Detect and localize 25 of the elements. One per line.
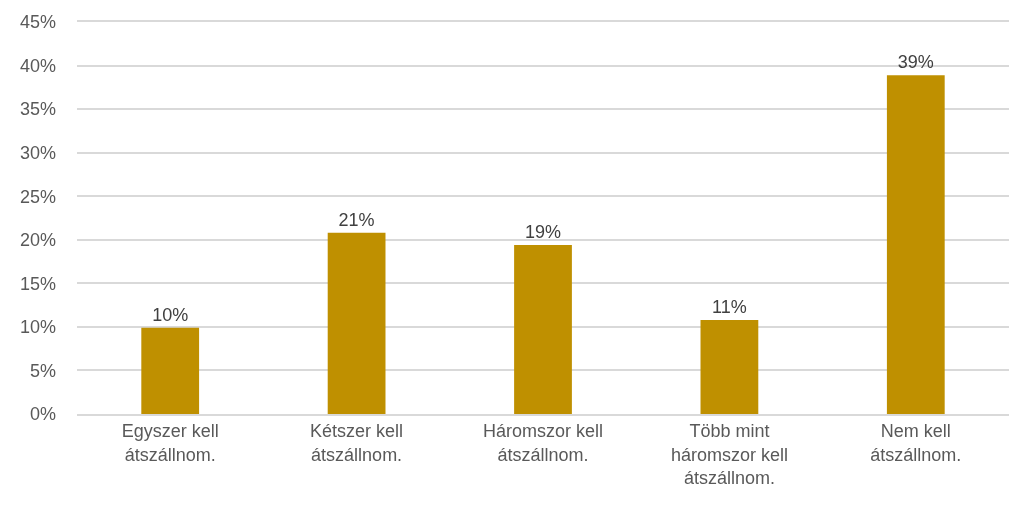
data-label: 19% — [524, 222, 562, 242]
y-tick-label: 25% — [19, 186, 56, 207]
y-tick-label: 0% — [29, 404, 56, 425]
bar — [700, 319, 759, 414]
y-tick-label: 20% — [19, 230, 56, 251]
x-tick-label: Kétszer kell átszállnom. — [310, 421, 404, 465]
x-tick-label: Egyszer kell átszállnom. — [121, 421, 219, 465]
y-tick-label: 5% — [29, 360, 56, 381]
y-tick-label: 40% — [19, 55, 56, 76]
y-tick-label: 35% — [19, 99, 56, 120]
bar — [886, 75, 945, 414]
data-label: 39% — [897, 52, 934, 73]
data-label: 11% — [712, 296, 747, 317]
bar — [141, 327, 200, 414]
x-tick-label: Nem kell átszállnom. — [870, 421, 962, 465]
bar — [327, 232, 386, 414]
y-tick-label: 45% — [19, 12, 56, 33]
y-tick-label: 15% — [19, 273, 56, 294]
x-tick-label: Háromszor kell átszállnom. — [482, 421, 604, 465]
y-tick-label: 10% — [19, 317, 56, 338]
y-tick-label: 30% — [19, 142, 56, 163]
bar — [514, 245, 572, 414]
x-tick-label: Több mint háromszor kell átszállnom. — [670, 421, 788, 489]
data-label: 21% — [338, 209, 375, 230]
data-label: 10% — [152, 304, 189, 325]
